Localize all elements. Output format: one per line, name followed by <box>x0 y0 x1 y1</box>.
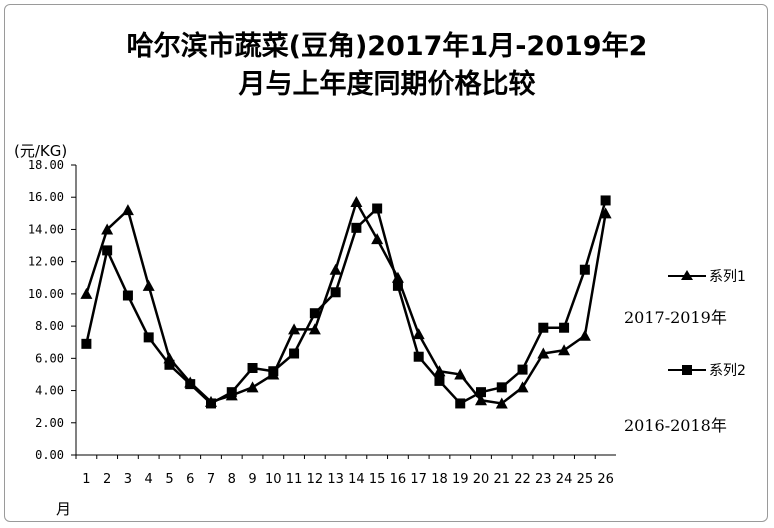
series1-point <box>537 347 550 359</box>
y-tick-label: 18.00 <box>28 158 64 172</box>
series1-point <box>80 287 93 299</box>
series1-point <box>516 381 529 393</box>
y-axis-unit-label: (元/KG) <box>14 142 68 160</box>
series2-point <box>226 387 237 398</box>
y-tick-label: 0.00 <box>35 448 64 462</box>
x-tick-label: 25 <box>577 472 594 487</box>
series1-point <box>495 397 508 409</box>
x-tick-label: 1 <box>82 472 90 487</box>
series1-point <box>433 365 446 377</box>
series2-point <box>579 264 590 275</box>
series1-point <box>121 204 134 216</box>
series2-point <box>455 398 466 409</box>
series1-point <box>350 196 363 208</box>
series2-line <box>85 200 607 405</box>
x-tick-label: 14 <box>348 472 365 487</box>
series2-point <box>600 195 611 206</box>
series1-point <box>391 271 404 283</box>
series2-point <box>372 203 383 214</box>
chart-frame <box>4 4 768 522</box>
y-tick-label: 6.00 <box>35 351 64 365</box>
x-tick-label: 20 <box>473 472 490 487</box>
series2-point <box>330 287 341 298</box>
series2-point <box>164 359 175 370</box>
series1-point <box>475 394 487 406</box>
series1-line <box>85 200 607 405</box>
x-tick-label: 4 <box>145 472 153 487</box>
series2-point <box>413 351 424 362</box>
x-axis-unit-label: 月 <box>56 500 72 518</box>
x-tick-label: 6 <box>186 472 194 487</box>
x-tick-label: 16 <box>390 472 407 487</box>
series2-point <box>247 363 258 373</box>
x-tick-label: 10 <box>265 472 282 487</box>
series1-point <box>329 263 342 275</box>
x-tick-label: 18 <box>431 472 448 487</box>
series2-period-annotation: 2016-2018年 <box>624 416 727 435</box>
series1-point <box>308 323 321 335</box>
series2-point <box>309 308 320 319</box>
x-tick-label: 24 <box>556 472 573 487</box>
y-tick-label: 14.00 <box>28 222 64 236</box>
x-tick-label: 26 <box>597 472 614 487</box>
x-tick-label: 15 <box>369 472 386 487</box>
series1-point <box>371 233 384 245</box>
series1-point <box>599 207 612 219</box>
chart-title-line2: 月与上年度同期价格比较 <box>238 69 536 100</box>
series2-point <box>476 387 486 398</box>
series1-point <box>558 344 571 356</box>
chart-title-line1: 哈尔滨市蔬菜(豆角)2017年1月-2019年2 <box>126 31 648 62</box>
x-tick-label: 7 <box>207 472 215 487</box>
series2-point <box>538 322 549 333</box>
series1-point <box>101 223 114 235</box>
x-tick-label: 8 <box>228 472 236 487</box>
square-marker-icon <box>668 365 706 375</box>
x-tick-label: 13 <box>327 472 344 487</box>
series2-point <box>268 366 279 377</box>
series2-point <box>392 280 403 291</box>
series2-point <box>81 338 92 349</box>
series1-period-annotation: 2017-2019年 <box>624 308 727 327</box>
x-tick-label: 2 <box>103 472 111 487</box>
series2-point <box>185 379 196 390</box>
legend-label-series1: 系列1 <box>709 269 746 285</box>
series2-point <box>143 332 154 343</box>
legend-item-series1: 系列1 <box>668 266 746 286</box>
series1-point <box>288 323 301 335</box>
x-tick-label: 11 <box>286 472 303 487</box>
series2-point <box>517 364 528 375</box>
y-tick-label: 2.00 <box>35 416 64 430</box>
x-tick-label: 9 <box>248 472 256 487</box>
series1-point <box>454 368 467 380</box>
series1-point <box>142 279 155 291</box>
y-tick-label: 12.00 <box>28 255 64 269</box>
y-tick-label: 4.00 <box>35 384 64 398</box>
y-tick-label: 10.00 <box>28 287 64 301</box>
series1-point <box>412 328 425 340</box>
x-tick-label: 19 <box>452 472 469 487</box>
triangle-marker-icon <box>668 270 706 280</box>
series2-point <box>496 382 507 393</box>
series2-point <box>102 245 113 256</box>
series2-point <box>289 348 300 359</box>
x-tick-label: 21 <box>493 472 510 487</box>
x-tick-label: 23 <box>535 472 552 487</box>
series1-point <box>246 381 259 393</box>
x-tick-label: 5 <box>165 472 173 487</box>
series2-point <box>351 222 362 233</box>
x-tick-label: 3 <box>124 472 132 487</box>
legend-item-series2: 系列2 <box>668 360 746 380</box>
y-tick-label: 16.00 <box>28 190 64 204</box>
x-tick-label: 22 <box>514 472 531 487</box>
series2-point <box>559 322 570 333</box>
series2-point <box>122 290 133 301</box>
series2-point <box>434 375 445 386</box>
series1-point <box>578 329 591 341</box>
legend-label-series2: 系列2 <box>709 363 746 379</box>
x-tick-label: 12 <box>307 472 324 487</box>
x-tick-label: 17 <box>410 472 427 487</box>
series2-point <box>206 398 216 409</box>
y-tick-label: 8.00 <box>35 319 64 333</box>
